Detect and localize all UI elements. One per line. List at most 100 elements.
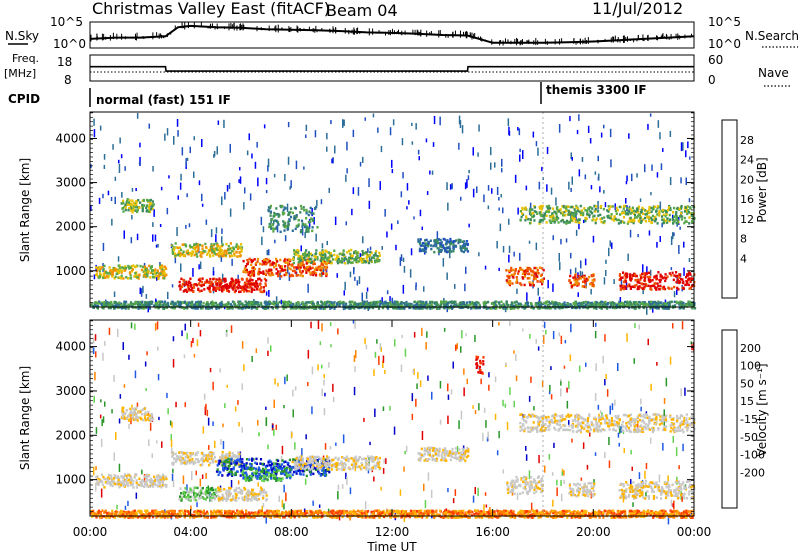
echo-cell: [250, 287, 253, 290]
echo-cell: [533, 275, 536, 278]
echo-cell: [532, 214, 536, 217]
echo-cell: [282, 220, 285, 223]
echo-cell: [638, 306, 641, 310]
echo-cell: [230, 246, 233, 250]
echo-cell: [656, 213, 659, 216]
echo-cell: [244, 283, 247, 287]
echo-cell: [462, 245, 465, 248]
echo-cell: [306, 307, 309, 310]
echo-cell: [578, 218, 581, 221]
echo-cell: [664, 219, 667, 223]
echo-cell: [297, 254, 300, 258]
echo-cell: [610, 213, 613, 216]
echo-cell: [151, 207, 154, 211]
scatter-dot: [688, 258, 691, 262]
echo-cell: [260, 303, 263, 306]
echo-cell: [289, 258, 292, 262]
echo-cell: [179, 302, 182, 306]
echo-cell: [643, 272, 646, 275]
echo-cell: [688, 272, 692, 275]
scatter-dot: [599, 186, 601, 193]
echo-cell: [213, 305, 216, 308]
echo-cell: [216, 248, 219, 252]
scatter-dot: [189, 146, 191, 154]
echo-cell: [247, 282, 250, 286]
echo-cell: [582, 213, 585, 217]
echo-cell: [342, 303, 345, 306]
echo-cell: [124, 265, 127, 268]
echo-cell: [253, 267, 257, 271]
echo-cell: [229, 282, 232, 285]
colorbar-tick-label: 20: [740, 173, 754, 186]
echo-cell: [619, 288, 622, 291]
echo-cell: [122, 266, 125, 270]
echo-cell: [606, 303, 609, 306]
echo-cell: [421, 241, 424, 245]
echo-cell: [259, 287, 262, 290]
echo-cell: [108, 266, 111, 269]
echo-cell: [510, 301, 513, 304]
echo-cell: [452, 249, 455, 253]
echo-cell: [463, 240, 466, 243]
echo-cell: [198, 303, 201, 307]
echo-cell: [248, 257, 251, 261]
scatter-dot: [284, 235, 287, 242]
echo-cell: [563, 221, 566, 224]
echo-cell: [291, 211, 294, 215]
echo-cell: [523, 275, 526, 278]
echo-cell: [215, 286, 218, 290]
echo-cell: [256, 282, 259, 286]
scatter-dot: [436, 231, 439, 240]
echo-cell: [182, 301, 185, 304]
echo-cell: [446, 250, 449, 254]
echo-cell: [256, 260, 259, 263]
echo-cell: [248, 303, 252, 307]
echo-cell: [199, 251, 202, 254]
echo-cell: [153, 271, 156, 274]
echo-cell: [176, 253, 179, 257]
echo-cell: [143, 267, 146, 270]
echo-cell: [569, 205, 572, 209]
echo-cell: [210, 301, 213, 304]
scatter-dot: [652, 306, 654, 313]
echo-cell: [425, 238, 428, 242]
echo-cell: [492, 306, 495, 310]
scatter-dot: [598, 173, 600, 181]
echo-cell: [104, 276, 107, 279]
echo-cell: [666, 217, 669, 220]
echo-cell: [546, 306, 549, 310]
echo-cell: [523, 283, 526, 287]
echo-cell: [592, 303, 595, 306]
echo-cell: [228, 251, 231, 254]
echo-cell: [289, 307, 292, 310]
echo-cell: [262, 270, 265, 273]
echo-cell: [531, 215, 534, 218]
echo-cell: [134, 302, 137, 305]
echo-cell: [606, 215, 609, 218]
scatter-dot: [451, 183, 453, 190]
echo-cell: [92, 306, 95, 309]
echo-cell: [180, 277, 183, 281]
echo-cell: [120, 271, 123, 274]
echo-cell: [505, 269, 508, 272]
echo-cell: [269, 204, 272, 208]
scatter-dot: [649, 269, 652, 276]
echo-cell: [362, 252, 365, 255]
echo-cell: [146, 204, 149, 208]
echo-cell: [590, 303, 593, 306]
echo-cell: [247, 280, 250, 283]
echo-cell: [188, 244, 192, 247]
echo-cell: [120, 277, 123, 280]
scatter-dot: [239, 167, 241, 171]
echo-cell: [240, 243, 243, 246]
echo-cell: [449, 250, 452, 253]
echo-cell: [433, 250, 436, 254]
echo-cell: [197, 288, 200, 291]
echo-cell: [593, 214, 596, 218]
echo-cell: [296, 273, 299, 277]
echo-cell: [568, 221, 571, 224]
scatter-dot: [659, 236, 661, 242]
echo-cell: [294, 304, 297, 308]
echo-cell: [271, 307, 274, 310]
scatter-dot: [278, 495, 280, 502]
